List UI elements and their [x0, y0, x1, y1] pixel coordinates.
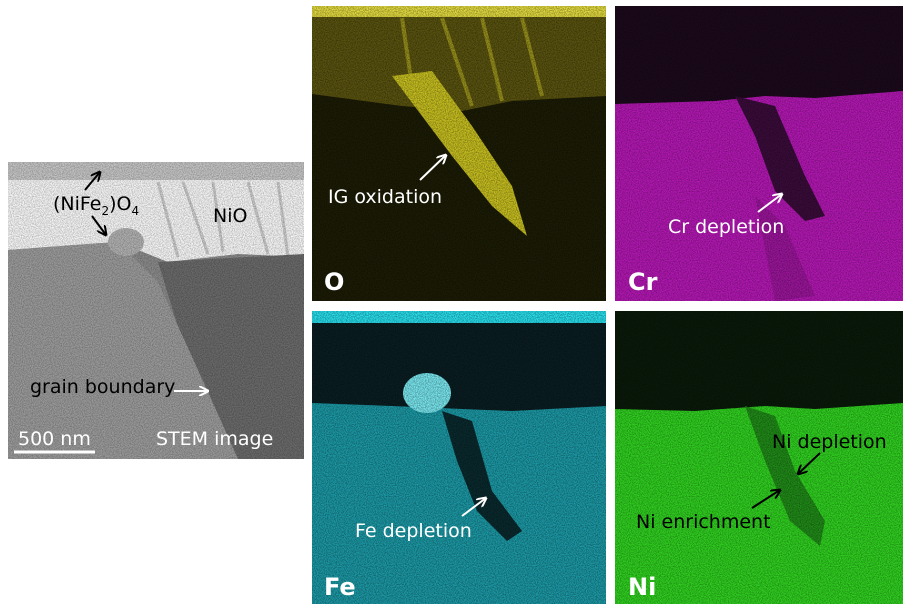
element-label: Cr [628, 268, 658, 296]
o-map [312, 6, 606, 301]
cr-map [615, 6, 903, 301]
element-label: O [324, 268, 344, 296]
map-note: Cr depletion [668, 216, 784, 238]
scale-label: 500 nm [18, 428, 91, 450]
fe-map [312, 311, 606, 604]
map-note: Fe depletion [355, 520, 472, 542]
ni-map [615, 311, 903, 604]
figure: (NiFe2)O4 NiO grain boundary 500 nm STEM… [0, 0, 903, 604]
formula-label: (NiFe2)O4 [53, 193, 139, 218]
map-note: IG oxidation [328, 186, 442, 208]
element-label: Ni [628, 573, 656, 601]
stem-caption: STEM image [156, 428, 273, 450]
map-note: Ni depletion [772, 431, 887, 453]
boundary-label: grain boundary [30, 376, 175, 398]
phase-label: NiO [213, 205, 247, 227]
map-note: Ni enrichment [636, 511, 771, 533]
element-label: Fe [324, 573, 356, 601]
